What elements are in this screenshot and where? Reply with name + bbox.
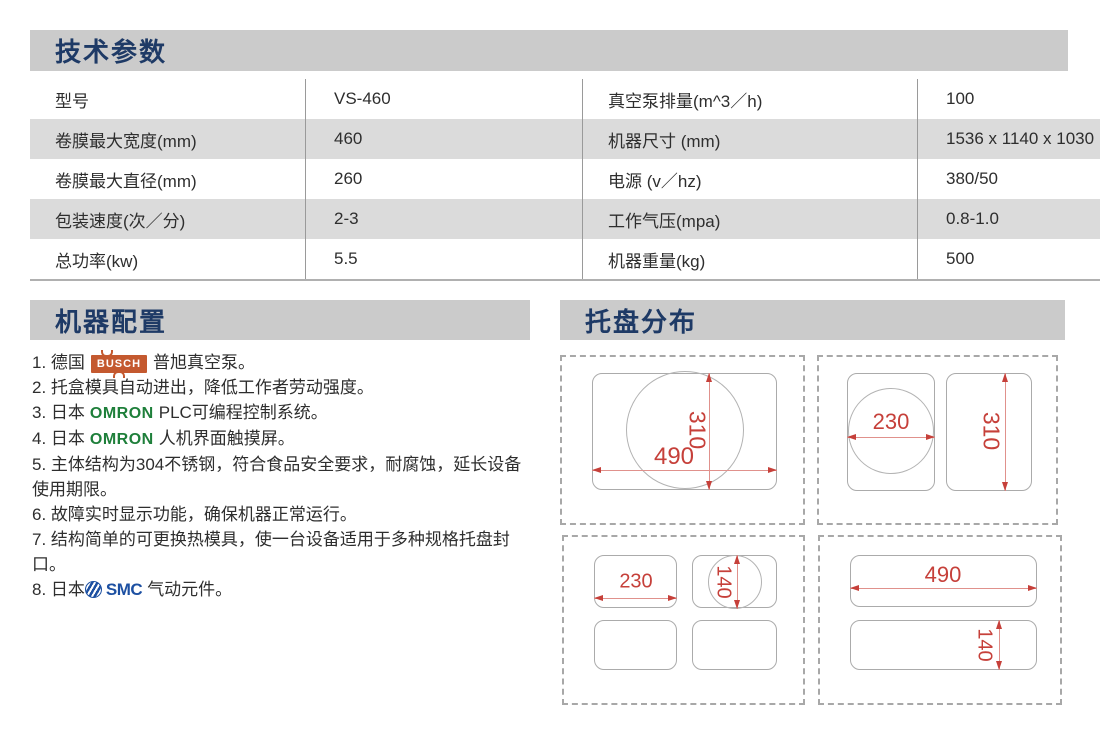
list-item: 3. 日本 OMRON PLC可编程控制系统。 <box>32 400 534 426</box>
list-item: 8. 日本 SMC 气动元件。 <box>32 577 534 602</box>
tray-rect <box>850 555 1037 607</box>
busch-logo: BUSCH <box>90 349 148 378</box>
tray-circle <box>848 388 934 474</box>
spec-value: 100 <box>946 89 975 108</box>
smc-globe-icon <box>84 581 102 598</box>
omron-logo: OMRON <box>89 431 154 448</box>
spec-label: 卷膜最大宽度(mm) <box>30 119 306 159</box>
tray-layout-title: 托盘分布 <box>585 306 698 337</box>
list-item: 4. 日本 OMRON 人机界面触摸屏。 <box>32 426 534 452</box>
spec-value: 500 <box>946 249 975 268</box>
spec-label: 真空泵排量(m^3／h) <box>582 79 918 119</box>
spec-label: 机器重量(kg) <box>582 239 918 280</box>
spec-label: 电源 (v／hz) <box>582 159 918 199</box>
dim-label-490: 490 <box>924 562 962 587</box>
smc-logo: SMC <box>105 580 143 599</box>
table-row: 型号 VS-460 真空泵排量(m^3／h) 100 <box>30 79 1100 119</box>
tray-rect <box>847 373 935 491</box>
spec-label: 卷膜最大直径(mm) <box>30 159 306 199</box>
spec-value: 0.8-1.0 <box>946 209 999 228</box>
spec-label: 型号 <box>30 79 306 119</box>
tray-circle <box>626 371 744 489</box>
dim-label-310: 310 <box>978 411 1005 451</box>
tech-params-header-bar: 技术参数 <box>30 30 1068 71</box>
tray-rect <box>850 620 1037 670</box>
machine-config-header-bar: 机器配置 <box>30 300 530 340</box>
dimension-line-horizontal <box>850 585 1037 591</box>
spec-label: 总功率(kw) <box>30 239 306 280</box>
machine-config-list: 1. 德国 BUSCH 普旭真空泵。 2. 托盒模具自动进出，降低工作者劳动强度。 … <box>32 349 534 602</box>
omron-logo: OMRON <box>89 405 154 422</box>
spec-value: 1536 x 1140 x 1030 <box>946 129 1095 148</box>
dimension-line-vertical <box>706 373 712 490</box>
table-row: 包装速度(次／分) 2-3 工作气压(mpa) 0.8-1.0 <box>30 199 1100 239</box>
tray-diagram-230-310: 230 310 <box>817 355 1058 525</box>
list-item: 7. 结构简单的可更换热模具，使一台设备适用于多种规格托盘封口。 <box>32 530 510 574</box>
spec-value: 5.5 <box>305 239 583 280</box>
dim-label-230: 230 <box>872 409 910 434</box>
tray-diagram-490x310: 310 490 <box>560 355 805 525</box>
tray-diagram-230x140-grid: 230 140 <box>562 535 805 705</box>
spec-label: 包装速度(次／分) <box>30 199 306 239</box>
spec-value: 260 <box>305 159 583 199</box>
table-row: 卷膜最大直径(mm) 260 电源 (v／hz) 380/50 <box>30 159 1100 199</box>
table-row: 总功率(kw) 5.5 机器重量(kg) 500 <box>30 239 1100 280</box>
tray-rect <box>594 620 677 670</box>
dimension-line-vertical <box>996 620 1002 670</box>
dim-label-490: 490 <box>653 443 695 470</box>
spec-value: 380/50 <box>946 169 998 188</box>
list-item: 2. 托盒模具自动进出，降低工作者劳动强度。 <box>32 378 374 397</box>
spec-label: 机器尺寸 (mm) <box>582 119 918 159</box>
tray-layout-header-bar: 托盘分布 <box>560 300 1065 340</box>
tech-params-title: 技术参数 <box>55 37 168 67</box>
list-item: 5. 主体结构为304不锈钢，符合食品安全要求，耐腐蚀，延长设备使用期限。 <box>32 455 522 499</box>
dim-label-140: 140 <box>973 628 996 662</box>
tray-rect <box>594 555 677 608</box>
tray-diagram-490x140: 490 140 <box>818 535 1062 705</box>
dim-label-230: 230 <box>619 570 653 593</box>
spec-table: 型号 VS-460 真空泵排量(m^3／h) 100 卷膜最大宽度(mm) 46… <box>30 79 1100 281</box>
dimension-line-horizontal <box>594 595 677 601</box>
spec-label: 工作气压(mpa) <box>582 199 918 239</box>
dimension-line-horizontal <box>847 434 935 440</box>
dimension-line-horizontal <box>592 467 777 473</box>
dimension-line-vertical <box>1002 373 1008 491</box>
dim-label-140: 140 <box>712 565 735 599</box>
machine-config-title: 机器配置 <box>55 306 168 337</box>
dimension-line-vertical <box>734 555 740 609</box>
list-item: 1. 德国 BUSCH 普旭真空泵。 <box>32 349 256 378</box>
spec-value: VS-460 <box>305 79 583 119</box>
list-item: 6. 故障实时显示功能，确保机器正常运行。 <box>32 505 357 524</box>
tray-rect <box>692 620 777 670</box>
spec-value: 2-3 <box>305 199 583 239</box>
spec-value: 460 <box>305 119 583 159</box>
table-row: 卷膜最大宽度(mm) 460 机器尺寸 (mm) 1536 x 1140 x 1… <box>30 119 1100 159</box>
tray-rect <box>946 373 1032 491</box>
